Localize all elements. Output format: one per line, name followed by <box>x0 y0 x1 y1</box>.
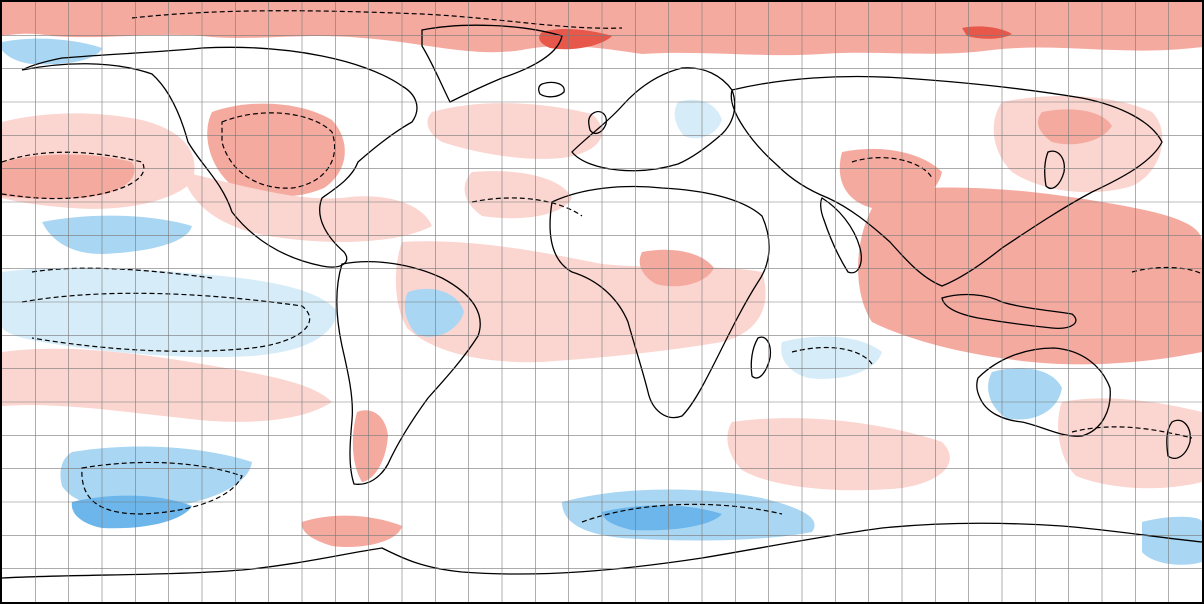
warm-anomaly-subtropical-atlantic <box>464 171 572 219</box>
coastline-antarctica <box>2 522 1202 579</box>
contour-indian <box>791 346 873 365</box>
contour-tasman <box>1071 426 1193 439</box>
contour-east-pacific <box>31 267 213 279</box>
coastline-south-america <box>336 261 481 485</box>
cool-anomaly-north-pacific-west <box>2 38 102 65</box>
warm-anomaly-east-asia <box>993 96 1163 193</box>
warm-anomaly-siberia-core <box>962 26 1012 39</box>
warm-anomaly-south-america-south <box>352 410 388 482</box>
coastline-africa <box>549 185 770 419</box>
cool-anomaly-australia <box>988 368 1062 420</box>
coastline-uk <box>588 110 607 135</box>
warm-anomaly-south-pacific <box>2 348 332 422</box>
contour-north-pacific <box>2 151 145 200</box>
contour-atlantic <box>471 197 583 217</box>
cool-anomaly-equatorial-pacific <box>2 267 338 358</box>
cool-anomaly-brazil <box>404 288 464 337</box>
contour-southern-ocean <box>581 503 783 523</box>
coastline-iceland <box>538 81 565 98</box>
cool-anomaly-east-europe <box>674 99 722 139</box>
coastline-madagascar <box>750 336 772 379</box>
cool-anomaly-southern-ocean-core <box>602 505 722 531</box>
coastline-new-zealand <box>1166 419 1191 459</box>
contour-north-america <box>221 112 336 189</box>
coastline-india <box>820 197 862 274</box>
contour-west-pacific <box>1131 266 1202 275</box>
warm-anomaly-west-pacific <box>858 187 1202 365</box>
contour-asia <box>851 157 933 179</box>
warm-anomaly-southern-ocean-indian <box>727 418 950 491</box>
coastline-japan <box>1044 150 1065 189</box>
cool-anomaly-south-pacific <box>60 446 252 511</box>
warm-anomaly-north-atlantic <box>427 103 602 159</box>
cool-anomaly-east-pacific <box>42 215 192 254</box>
coastline-europe <box>571 67 736 172</box>
warm-anomaly-central-africa <box>639 249 714 287</box>
dashed-contours <box>2 10 1202 523</box>
coastlines <box>2 24 1202 579</box>
warm-anomaly-drake-passage <box>301 515 402 548</box>
contour-south-pacific <box>81 461 243 515</box>
coastline-indonesia <box>941 293 1077 329</box>
warm-anomaly-tasman <box>1058 398 1202 489</box>
coastline-greenland <box>421 24 563 103</box>
contour-arctic <box>131 10 623 29</box>
contour-equatorial-pacific <box>21 292 311 352</box>
coastline-north-america <box>21 46 418 268</box>
cool-anomaly-southeast-pacific <box>1142 516 1202 565</box>
cool-anomaly-south-indian <box>781 336 882 379</box>
coastline-australia <box>976 347 1111 437</box>
coastline-asia <box>730 75 1163 287</box>
warm-anomaly-north-america-outer <box>182 172 432 242</box>
